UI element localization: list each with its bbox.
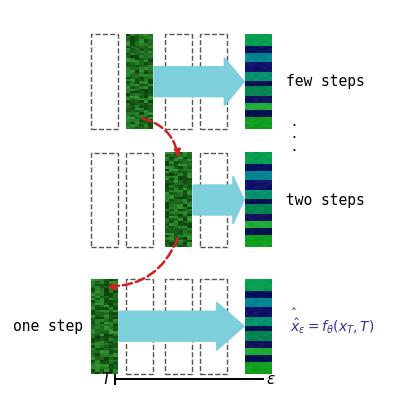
FancyArrowPatch shape — [142, 118, 179, 155]
Text: one step: one step — [13, 319, 83, 334]
FancyArrow shape — [154, 58, 244, 106]
Text: ·
·
·: · · · — [292, 119, 297, 159]
Bar — [165, 279, 192, 374]
Bar — [201, 279, 227, 374]
Bar — [201, 34, 227, 129]
Text: $\varepsilon$: $\varepsilon$ — [266, 372, 275, 387]
Bar — [126, 153, 153, 247]
Bar — [126, 279, 153, 374]
FancyArrow shape — [193, 176, 244, 224]
Text: $\hat{}$: $\hat{}$ — [292, 302, 297, 315]
Bar — [165, 34, 192, 129]
Bar — [201, 153, 227, 247]
FancyArrow shape — [119, 302, 244, 350]
Bar — [91, 153, 118, 247]
FancyArrowPatch shape — [110, 238, 178, 289]
Text: two steps: two steps — [286, 192, 365, 208]
Text: $T$: $T$ — [101, 372, 113, 388]
Bar — [91, 34, 118, 129]
Text: few steps: few steps — [286, 74, 365, 89]
Text: $\hat{x}_\varepsilon = f_\theta(x_T, T)$: $\hat{x}_\varepsilon = f_\theta(x_T, T)$ — [290, 316, 374, 336]
